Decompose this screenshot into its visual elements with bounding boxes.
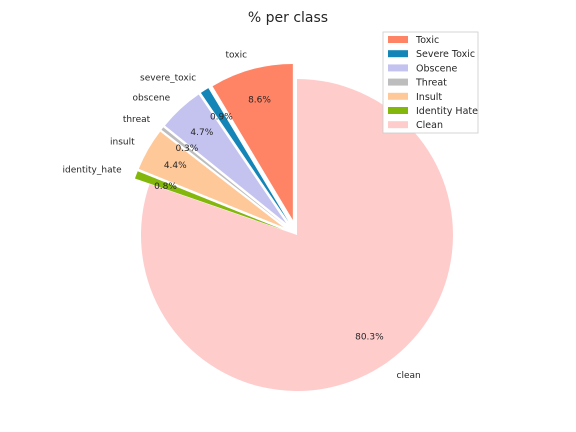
legend-swatch-insult — [388, 92, 408, 100]
legend-entry-clean: Clean — [416, 120, 443, 131]
legend-entry-toxic: Toxic — [415, 35, 439, 46]
slice-label-toxic: toxic — [225, 51, 247, 61]
legend-entry-identity-hate: Identity Hate — [416, 106, 478, 117]
pct-label-severe-toxic: 0.9% — [210, 113, 233, 123]
legend-swatch-toxic — [388, 36, 408, 43]
slice-label-threat: threat — [123, 115, 151, 125]
pie-slice-severe-toxic — [200, 88, 289, 222]
pct-label-insult: 4.4% — [164, 161, 187, 171]
pie-slice-threat — [161, 127, 285, 226]
slice-label-severe-toxic: severe_toxic — [140, 73, 196, 83]
chart-title: % per class — [248, 10, 328, 26]
pct-label-identity-hate: 0.8% — [154, 182, 177, 192]
slice-label-clean: clean — [397, 371, 421, 381]
slice-label-insult: insult — [110, 138, 135, 148]
legend-entry-severe-toxic: Severe Toxic — [416, 49, 475, 60]
pie-slice-obscene — [164, 94, 287, 224]
slice-label-identity-hate: identity_hate — [63, 165, 123, 175]
legend: Toxic Severe Toxic Obscene Threat Insult Iden… — [382, 31, 479, 134]
pie-labels: toxic 8.6% severe_toxic 0.9% obscene 4.7% thre… — [63, 51, 421, 381]
pct-label-threat: 0.3% — [175, 144, 198, 154]
pct-label-clean: 80.3% — [355, 333, 384, 343]
pie-slice-identity-hate — [134, 171, 283, 230]
slice-label-obscene: obscene — [133, 93, 171, 103]
legend-swatch-severe-toxic — [388, 50, 408, 58]
legend-entry-insult: Insult — [416, 92, 442, 103]
pie-slice-insult — [138, 131, 284, 228]
legend-entry-threat: Threat — [415, 78, 447, 89]
legend-swatch-clean — [388, 121, 408, 129]
pie-slices — [134, 63, 453, 391]
pct-label-toxic: 8.6% — [248, 96, 271, 106]
legend-swatch-obscene — [388, 64, 408, 72]
legend-swatch-identity-hate — [388, 107, 408, 114]
pie-slice-clean — [141, 79, 453, 391]
legend-swatch-threat — [388, 78, 408, 86]
pie-slice-toxic — [212, 63, 293, 220]
legend-entry-obscene: Obscene — [416, 63, 458, 74]
pct-label-obscene: 4.7% — [190, 128, 213, 138]
